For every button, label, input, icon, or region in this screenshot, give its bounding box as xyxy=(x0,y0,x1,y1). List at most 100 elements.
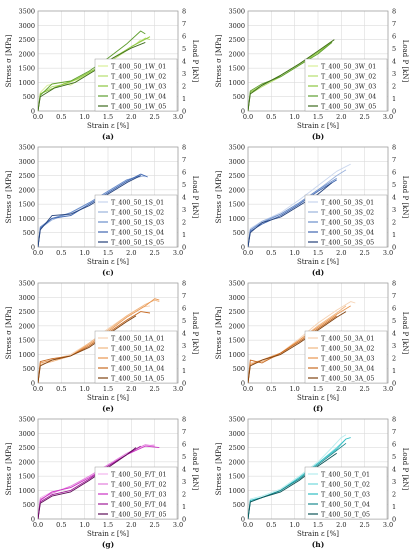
series-line xyxy=(248,301,356,383)
x-tick-label: 1.5 xyxy=(103,249,113,257)
legend-entry: T_400_50_T_02 xyxy=(321,481,370,488)
y2-tick-label: 2 xyxy=(182,355,186,363)
x-tick-label: 2.5 xyxy=(359,113,369,121)
x-tick-label: 1.5 xyxy=(313,113,323,121)
series-group xyxy=(38,444,160,519)
x-tick-label: 2.5 xyxy=(149,113,159,121)
legend-entry: T_400_50_1W_04 xyxy=(111,93,166,100)
y-tick-label: 1500 xyxy=(228,201,245,209)
y-axis-label: Stress σ [MPa] xyxy=(5,306,13,359)
y2-tick-label: 3 xyxy=(392,206,396,214)
legend-entry: T_400_50_1S_04 xyxy=(111,229,164,236)
y-axis-label: Stress σ [MPa] xyxy=(5,34,13,87)
y2-tick-label: 6 xyxy=(392,33,396,41)
y2-tick-label: 7 xyxy=(392,156,396,164)
legend: T_400_50_3A_01 T_400_50_3A_02 T_400_50_3A_… xyxy=(304,330,388,384)
y-tick-label: 1500 xyxy=(18,201,35,209)
chart-panel: 0 500 1000 1500 2000 2500 3000 3500 0 1 2 3 4 5 6 7 8 0.0… xyxy=(5,8,199,142)
series-group xyxy=(38,30,151,111)
y-tick-label: 0 xyxy=(241,516,245,524)
legend-box xyxy=(94,58,178,112)
y2-tick-label: 0 xyxy=(182,516,186,524)
series-line xyxy=(248,39,335,111)
y2-tick-label: 0 xyxy=(182,244,186,252)
y-tick-label: 1500 xyxy=(18,65,35,73)
y-tick-label: 3500 xyxy=(18,280,35,288)
chart-panel: 0 500 1000 1500 2000 2500 3000 3500 0 1 2 3 4 5 6 7 8 0.0… xyxy=(5,280,199,414)
x-tick-label: 1.0 xyxy=(289,249,299,257)
y2-tick-label: 7 xyxy=(392,20,396,28)
y2-tick-label: 3 xyxy=(182,206,186,214)
y2-tick-label: 8 xyxy=(392,280,396,288)
legend-box xyxy=(94,194,178,248)
x-tick-label: 1.5 xyxy=(103,113,113,121)
legend-box xyxy=(304,330,388,384)
y-tick-label: 1500 xyxy=(228,337,245,345)
y2-tick-label: 3 xyxy=(392,342,396,350)
x-tick-label: 1.0 xyxy=(289,521,299,529)
x-tick-label: 0.0 xyxy=(243,385,253,393)
legend-entry: T_400_50_1A_05 xyxy=(111,375,164,382)
legend-entry: T_400_50_3A_05 xyxy=(321,375,374,382)
x-tick-label: 3.0 xyxy=(383,249,393,257)
y-tick-label: 2500 xyxy=(18,444,35,452)
x-axis-label: Strain ε [%] xyxy=(297,530,339,538)
y-tick-label: 1000 xyxy=(18,487,35,495)
x-tick-label: 1.5 xyxy=(313,249,323,257)
x-axis-label: Strain ε [%] xyxy=(297,122,339,130)
y-axis-label: Stress σ [MPa] xyxy=(5,442,13,495)
y2-tick-label: 1 xyxy=(182,503,186,511)
x-tick-label: 1.5 xyxy=(313,385,323,393)
legend-box xyxy=(94,330,178,384)
panel-label: (e) xyxy=(102,404,114,413)
y2-axis-label: Load P [kN] xyxy=(191,312,199,355)
x-tick-label: 2.0 xyxy=(336,113,346,121)
panel-label: (c) xyxy=(102,268,114,277)
legend-entry: T_400_50_1S_03 xyxy=(111,219,164,226)
panel-label: (g) xyxy=(102,540,114,549)
y-tick-label: 3000 xyxy=(228,294,245,302)
y2-tick-label: 8 xyxy=(392,416,396,424)
series-group xyxy=(248,301,356,383)
y2-tick-label: 6 xyxy=(182,305,186,313)
x-tick-label: 1.5 xyxy=(103,521,113,529)
y-tick-label: 1000 xyxy=(228,351,245,359)
y2-axis-label: Load P [kN] xyxy=(191,176,199,219)
x-tick-label: 3.0 xyxy=(383,113,393,121)
legend-entry: T_400_50_3A_03 xyxy=(321,355,374,362)
y2-tick-label: 4 xyxy=(182,466,186,474)
y-tick-label: 3500 xyxy=(228,416,245,424)
y-tick-label: 2000 xyxy=(18,50,35,58)
x-tick-label: 3.0 xyxy=(173,385,183,393)
series-line xyxy=(248,315,337,383)
x-tick-label: 1.5 xyxy=(103,385,113,393)
y-tick-label: 0 xyxy=(31,380,35,388)
y-tick-label: 3000 xyxy=(18,430,35,438)
y2-tick-label: 4 xyxy=(182,330,186,338)
x-tick-label: 2.5 xyxy=(149,249,159,257)
y-tick-label: 1000 xyxy=(18,215,35,223)
x-tick-label: 0.5 xyxy=(56,249,66,257)
y2-axis-label: Load P [kN] xyxy=(401,176,409,219)
y2-tick-label: 6 xyxy=(182,169,186,177)
x-tick-label: 0.5 xyxy=(266,521,276,529)
y-tick-label: 2500 xyxy=(18,36,35,44)
y-tick-label: 3000 xyxy=(18,158,35,166)
y-tick-label: 500 xyxy=(23,501,35,509)
legend-entry: T_400_50_1A_04 xyxy=(111,365,164,372)
series-line xyxy=(248,434,347,519)
y2-tick-label: 0 xyxy=(182,108,186,116)
series-line xyxy=(38,30,146,111)
legend-box xyxy=(304,194,388,248)
x-axis-label: Strain ε [%] xyxy=(87,258,129,266)
y-tick-label: 2000 xyxy=(228,322,245,330)
series-line xyxy=(248,42,333,111)
y-axis-label: Stress σ [MPa] xyxy=(215,442,223,495)
x-tick-label: 0.5 xyxy=(56,385,66,393)
y2-tick-label: 6 xyxy=(392,441,396,449)
x-tick-label: 2.0 xyxy=(126,249,136,257)
series-line xyxy=(248,311,347,383)
x-tick-label: 0.0 xyxy=(33,385,43,393)
legend-entry: T_400_50_T_05 xyxy=(321,511,370,518)
y2-tick-label: 3 xyxy=(182,342,186,350)
